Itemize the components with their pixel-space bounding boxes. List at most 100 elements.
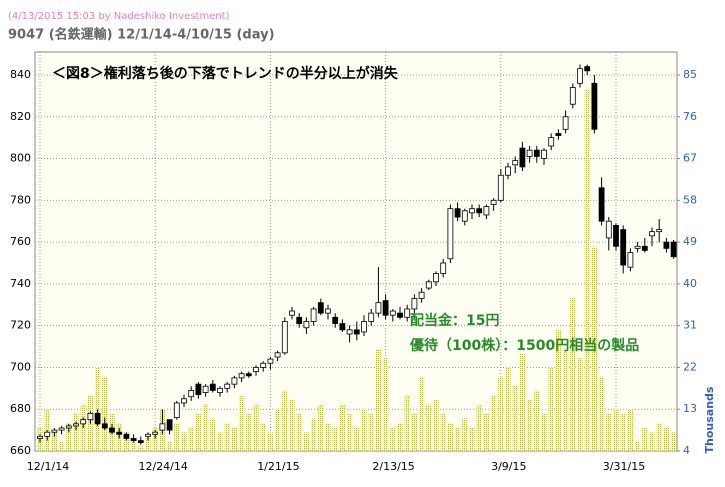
candle-body xyxy=(375,302,382,314)
volume-bar xyxy=(174,423,180,451)
volume-bar xyxy=(620,413,626,451)
candle-body xyxy=(51,429,58,433)
volume-bar xyxy=(462,418,468,451)
volume-bar xyxy=(246,413,252,451)
y-tick-label: 680 xyxy=(10,402,31,415)
volume-bar xyxy=(656,423,662,451)
volume-bar xyxy=(361,409,367,451)
annotation: ＜図8＞権利落ち後の下落でトレンドの半分以上が消失 xyxy=(52,65,399,82)
volume-bar xyxy=(318,404,324,451)
y2-tick-label: 40 xyxy=(683,277,697,290)
volume-bar xyxy=(145,437,151,451)
volume-bar xyxy=(296,413,302,451)
candle-body xyxy=(469,208,475,214)
volume-bar xyxy=(152,427,158,451)
candle-body xyxy=(533,149,540,157)
volume-bar xyxy=(354,427,360,451)
candle-body xyxy=(339,323,346,331)
candle-body xyxy=(649,231,655,237)
volume-bar xyxy=(455,427,461,451)
volume-bar xyxy=(347,413,353,451)
candle-body xyxy=(94,412,101,425)
volume-bar xyxy=(368,413,374,451)
candle-body xyxy=(505,166,511,176)
volume-bar xyxy=(663,427,669,451)
volume-bar xyxy=(102,376,108,451)
candle-body xyxy=(181,398,187,404)
candle-body xyxy=(584,66,591,72)
volume-bar xyxy=(66,423,72,451)
volume-bar xyxy=(51,432,57,451)
volume-bar xyxy=(375,348,381,451)
candle-body xyxy=(137,440,144,444)
candle-body xyxy=(224,383,231,389)
x-tick-label: 2/13/15 xyxy=(372,460,414,473)
candle-body xyxy=(490,199,497,205)
volume-bar xyxy=(210,418,216,451)
candle-body xyxy=(317,302,324,314)
y-tick-label: 820 xyxy=(10,110,31,123)
candle-body xyxy=(361,321,367,333)
candle-body xyxy=(526,149,533,157)
candle-body xyxy=(461,210,468,222)
candle-body xyxy=(87,412,94,421)
candle-body xyxy=(195,383,202,395)
volume-bar xyxy=(476,404,482,451)
candle-body xyxy=(497,174,504,201)
volume-bar xyxy=(440,413,446,451)
candle-body xyxy=(605,220,612,239)
volume-bar xyxy=(203,404,209,451)
volume-bar xyxy=(275,409,281,451)
volume-bar xyxy=(267,432,273,451)
volume-bar xyxy=(548,367,554,451)
candle-body xyxy=(476,208,483,214)
candle-body xyxy=(166,419,173,431)
candle-body xyxy=(332,316,339,324)
volume-bar xyxy=(404,395,410,451)
y-tick-label: 840 xyxy=(10,68,31,81)
candle-body xyxy=(555,133,562,136)
y2-tick-label: 4 xyxy=(683,444,690,457)
y2-tick-label: 67 xyxy=(683,152,697,165)
candle-body xyxy=(656,229,663,233)
candle-body xyxy=(281,321,288,354)
x-tick-label: 12/1/14 xyxy=(27,460,69,473)
x-tick-label: 1/21/15 xyxy=(257,460,299,473)
volume-bar xyxy=(426,404,432,451)
volume-bar xyxy=(555,330,561,451)
volume-bar xyxy=(419,376,425,451)
candle-body xyxy=(296,316,303,324)
volume-bar xyxy=(671,432,677,451)
volume-bar xyxy=(282,390,288,451)
y-tick-label: 720 xyxy=(10,319,31,332)
candle-body xyxy=(425,281,432,289)
volume-bar xyxy=(649,432,655,451)
candle-body xyxy=(353,329,360,335)
y2-tick-label: 85 xyxy=(683,68,697,81)
volume-bar xyxy=(447,423,453,451)
header: (4/13/2015 15:03 by Nadeshiko Investment… xyxy=(8,11,230,22)
candle-body xyxy=(217,387,223,393)
y-tick-label: 780 xyxy=(10,193,31,206)
volume-bar xyxy=(411,413,417,451)
candle-body xyxy=(44,431,51,437)
volume-bar xyxy=(498,376,504,451)
volume-bar xyxy=(563,348,569,451)
candle-body xyxy=(188,390,195,398)
candle-body xyxy=(209,383,216,391)
candle-body xyxy=(267,358,274,364)
volume-bar xyxy=(138,446,144,451)
y-tick-label: 660 xyxy=(10,444,31,457)
candle-body xyxy=(65,425,72,429)
candle-body xyxy=(116,431,123,435)
volume-bar xyxy=(483,413,489,451)
volume-bar xyxy=(534,390,540,451)
candle-body xyxy=(303,321,310,329)
candle-body xyxy=(238,373,245,379)
volume-bar xyxy=(613,409,619,451)
candle-body xyxy=(591,82,598,130)
candle-body xyxy=(231,377,238,385)
volume-bar xyxy=(519,353,525,451)
candle-body xyxy=(519,147,526,168)
annotation: 配当金：15円 xyxy=(410,312,499,329)
